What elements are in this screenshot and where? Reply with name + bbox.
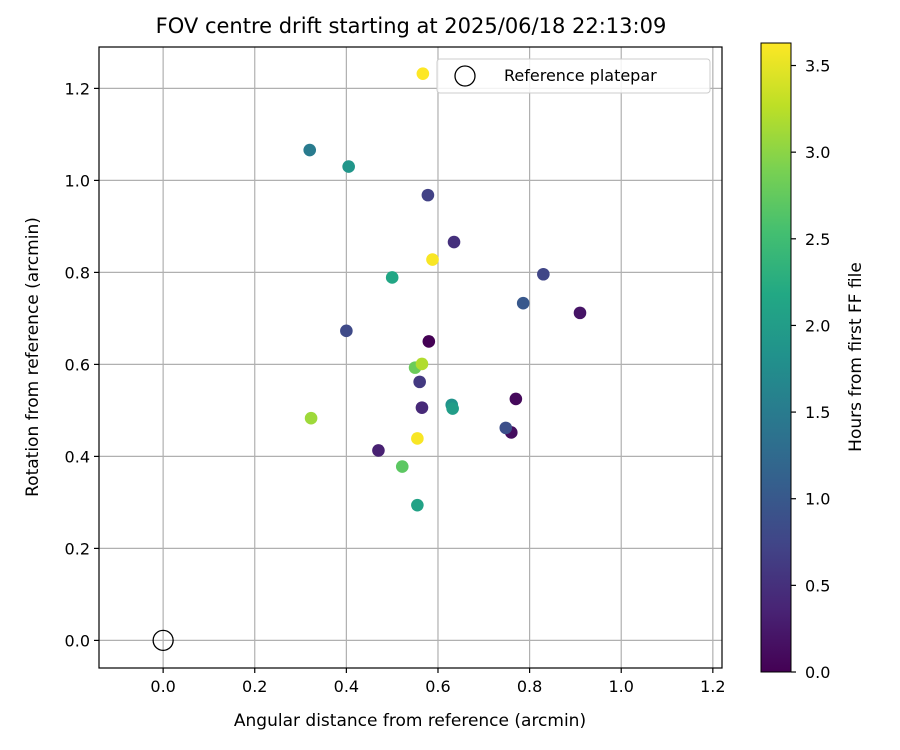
data-point — [413, 375, 426, 389]
legend-box — [436, 58, 711, 94]
data-point — [499, 421, 513, 435]
colorbar-tick-label: 1.5 — [805, 403, 830, 422]
y-tick-label: 0.8 — [65, 263, 90, 282]
data-point — [372, 444, 385, 457]
data-point — [303, 143, 317, 157]
colorbar-tick-label: 2.0 — [805, 316, 830, 335]
colorbar-tick-label: 0.5 — [805, 576, 830, 595]
y-axis-label: Rotation from reference (arcmin) — [23, 217, 43, 497]
data-point — [509, 392, 523, 406]
data-point — [447, 235, 461, 249]
x-axis-label: Angular distance from reference (arcmin) — [234, 711, 586, 731]
data-point — [411, 498, 424, 512]
data-point — [516, 296, 530, 310]
colorbar-tick-label: 1.0 — [805, 490, 830, 509]
data-point — [421, 188, 435, 202]
colorbar — [760, 42, 792, 673]
y-tick-label: 0.4 — [65, 447, 90, 466]
data-points — [303, 67, 587, 512]
x-tick-label: 1.2 — [700, 677, 725, 696]
data-point — [411, 432, 424, 445]
legend: Reference platepar — [436, 58, 711, 94]
legend-label: Reference platepar — [504, 66, 657, 85]
data-point — [415, 401, 429, 414]
x-tick-label: 0.0 — [150, 677, 175, 696]
data-point — [415, 357, 429, 371]
data-point — [426, 253, 439, 266]
x-tick-label: 0.2 — [242, 677, 267, 696]
reference-point — [152, 629, 174, 652]
data-point — [340, 324, 353, 338]
data-point — [395, 460, 409, 473]
legend-reference-marker — [454, 65, 476, 87]
colorbar-label: Hours from first FF file — [846, 262, 866, 452]
x-tick-label: 1.0 — [608, 677, 633, 696]
data-point — [446, 402, 459, 415]
y-tick-label: 1.2 — [65, 79, 90, 98]
plot-frame — [98, 46, 723, 669]
data-point — [385, 271, 399, 284]
x-tick-label: 0.6 — [425, 677, 450, 696]
x-tick-label: 0.8 — [517, 677, 542, 696]
data-point — [573, 306, 587, 320]
reference-marker — [152, 629, 174, 652]
y-tick-label: 0.0 — [65, 631, 90, 650]
data-point — [416, 67, 430, 80]
data-point — [342, 160, 355, 173]
data-point — [537, 267, 550, 281]
y-tick-label: 0.2 — [65, 539, 90, 558]
colorbar-tick-label: 3.0 — [805, 143, 830, 162]
colorbar-tick-label: 2.5 — [805, 230, 830, 249]
y-tick-label: 0.6 — [65, 355, 90, 374]
x-tick-label: 0.4 — [334, 677, 359, 696]
colorbar-tick-label: 0.0 — [805, 663, 830, 682]
y-axis-ticks: 0.0 0.2 0.4 0.6 0.8 1.0 1.2 — [65, 79, 99, 650]
x-axis-ticks: 0.0 0.2 0.4 0.6 0.8 1.0 1.2 — [150, 668, 726, 696]
data-point — [422, 335, 436, 348]
chart-title: FOV centre drift starting at 2025/06/18 … — [156, 14, 667, 38]
data-point — [304, 411, 318, 425]
y-tick-label: 1.0 — [65, 171, 90, 190]
colorbar-ticks: 0.0 0.5 1.0 1.5 2.0 2.5 3.0 3.5 — [791, 57, 830, 682]
colorbar-tick-label: 3.5 — [805, 57, 830, 76]
